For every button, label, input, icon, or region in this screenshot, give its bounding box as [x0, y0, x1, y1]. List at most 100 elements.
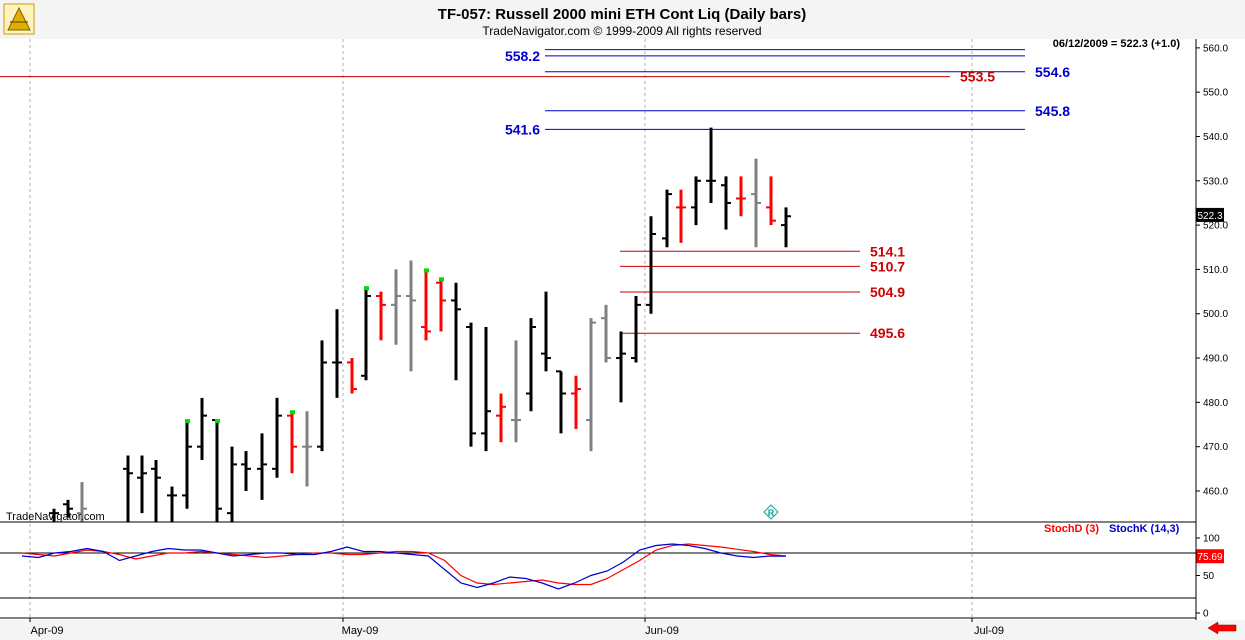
price-axis-panel [1196, 39, 1245, 640]
ohlc-bar [646, 216, 656, 314]
stoch-tick-label: 0 [1203, 609, 1209, 620]
ohlc-bar [361, 286, 371, 381]
ohlc-bar [766, 176, 776, 226]
price-readout: 06/12/2009 = 522.3 (+1.0) [1053, 38, 1181, 50]
date-tick-label: Jun-09 [645, 625, 679, 637]
ohlc-bar [257, 433, 267, 500]
ohlc-bar [376, 291, 386, 341]
price-tick-label: 540.0 [1203, 132, 1228, 143]
date-tick-label: Apr-09 [30, 625, 63, 637]
ohlc-bar [751, 158, 761, 248]
date-tick-label: Jul-09 [974, 625, 1004, 637]
ohlc-bar [182, 419, 192, 509]
ohlc-bar [227, 446, 237, 522]
stoch-tick-label: 100 [1203, 534, 1220, 545]
watermark: TradeNavigator.com [6, 511, 105, 523]
ohlc-bar [466, 322, 476, 447]
ohlc-bar [721, 176, 731, 230]
ohlc-bar [586, 318, 596, 452]
price-tick-label: 510.0 [1203, 265, 1228, 276]
price-tick-label: 500.0 [1203, 309, 1228, 320]
ohlc-bar [496, 393, 506, 443]
price-tick-label: 550.0 [1203, 88, 1228, 99]
ohlc-bar [436, 277, 446, 332]
price-tick-label: 480.0 [1203, 398, 1228, 409]
price-level-label: 504.9 [870, 284, 905, 300]
ohlc-bar [601, 304, 611, 363]
r-marker-icon[interactable]: R [763, 504, 779, 520]
ohlc-bar [676, 189, 686, 243]
svg-text:R: R [768, 508, 775, 518]
ohlc-bar [347, 358, 357, 394]
trade-navigator-logo-icon [3, 3, 35, 35]
ohlc-bar [391, 269, 401, 345]
price-level-label: 495.6 [870, 325, 905, 341]
ohlc-bar [167, 486, 177, 522]
stochastic-panel: 0 50 100 StochD (3) StochK (14,3) 75.69 [0, 523, 1224, 620]
ohlc-bar [481, 327, 491, 452]
ohlc-bar [406, 260, 416, 372]
price-level-label: 554.6 [1035, 64, 1070, 80]
ohlc-bar [63, 499, 73, 518]
legend-stochk: StochK (14,3) [1109, 523, 1180, 535]
last-price-label: 522.3 [1197, 211, 1222, 222]
axes: 460.0 470.0 480.0 490.0 500.0 510.0 520.0 530.0… [0, 39, 1228, 637]
ohlc-bar [302, 411, 312, 487]
ohlc-bar [241, 451, 251, 491]
ohlc-bar [691, 176, 701, 226]
chart-title: TF-057: Russell 2000 mini ETH Cont Liq (… [438, 6, 806, 23]
ohlc-bar [541, 291, 551, 372]
price-tick-label: 460.0 [1203, 486, 1228, 497]
ohlc-bar [317, 340, 327, 452]
date-axis-panel [0, 620, 1245, 640]
price-level-label: 510.7 [870, 258, 905, 274]
ohlc-bar [451, 282, 461, 381]
signal-tick [290, 410, 295, 415]
ohlc-bar [662, 189, 672, 248]
chart-subtitle: TradeNavigator.com © 1999-2009 All right… [482, 24, 761, 38]
ohlc-bar [616, 331, 626, 403]
stoch-last-value-label: 75.69 [1197, 552, 1222, 563]
ohlc-bar [77, 482, 87, 522]
ohlc-bar [556, 370, 566, 434]
ohlc-bar [706, 127, 716, 203]
stoch-tick-label: 50 [1203, 571, 1215, 582]
signal-tick [185, 419, 190, 424]
price-level-label: 558.2 [505, 48, 540, 64]
ohlc-bar [287, 410, 297, 474]
price-level-label: 545.8 [1035, 103, 1070, 119]
ohlc-bar [631, 296, 641, 363]
ohlc-bar [123, 455, 133, 522]
ohlc-bar [421, 268, 431, 341]
price-level-label: 541.6 [505, 121, 540, 137]
signal-tick [364, 286, 369, 291]
ohlc-bar [736, 176, 746, 217]
price-level-label: 553.5 [960, 69, 995, 85]
price-tick-label: 530.0 [1203, 176, 1228, 187]
date-tick-label: May-09 [342, 625, 379, 637]
ohlc-bar [511, 340, 521, 443]
scroll-left-arrow-icon[interactable] [1207, 621, 1237, 635]
legend-stochd: StochD (3) [1044, 523, 1099, 535]
ohlc-bar [197, 397, 207, 460]
stoch-last-value-box [1196, 549, 1224, 564]
ohlc-bar [781, 207, 791, 248]
ohlc-bar [526, 318, 536, 412]
signal-tick [424, 268, 429, 273]
ohlc-bar [272, 397, 282, 478]
price-tick-label: 470.0 [1203, 442, 1228, 453]
price-tick-label: 560.0 [1203, 43, 1228, 54]
price-bars [49, 127, 791, 522]
price-tick-label: 490.0 [1203, 354, 1228, 365]
stoch-line [21, 543, 787, 590]
stoch-line [21, 543, 787, 586]
ohlc-bar [332, 309, 342, 398]
ohlc-bar [137, 455, 147, 514]
grid [29, 39, 973, 618]
signal-tick [215, 419, 220, 424]
ohlc-bar [571, 375, 581, 429]
ohlc-bar [212, 419, 222, 522]
